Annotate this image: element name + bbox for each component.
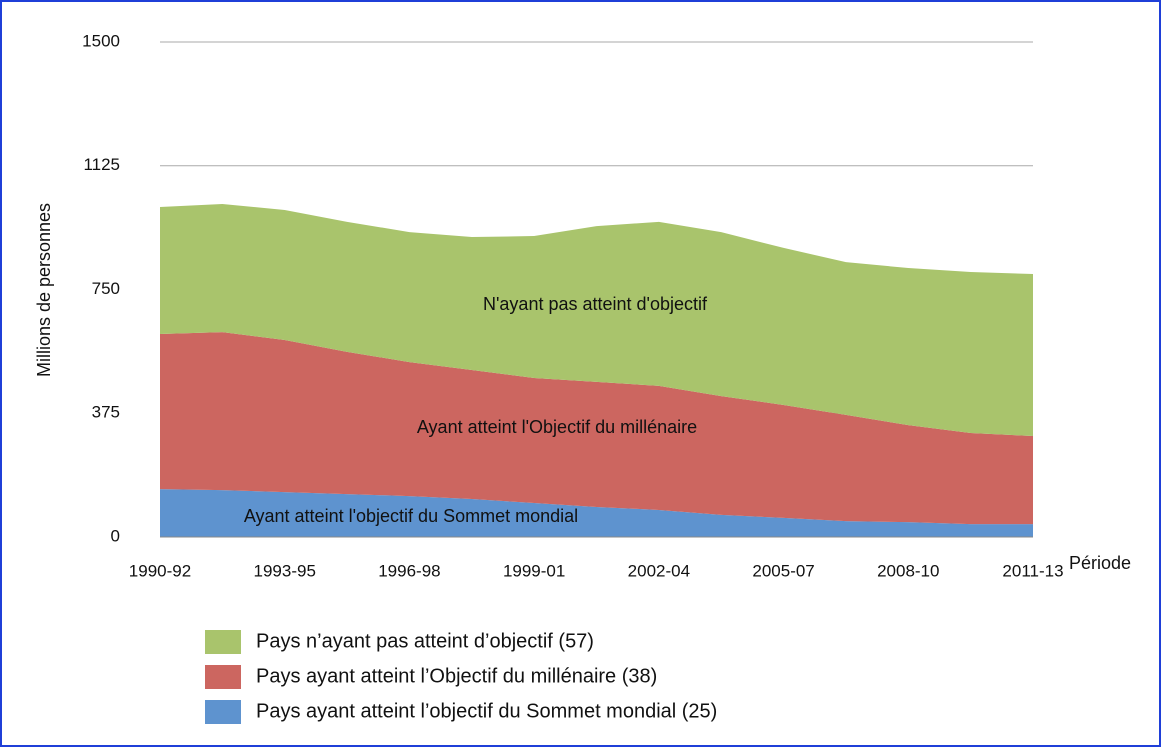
legend-swatch: [205, 665, 241, 689]
y-tick-label: 1500: [82, 31, 120, 50]
legend-swatch: [205, 700, 241, 724]
y-tick-label: 375: [92, 403, 120, 422]
x-tick-label: 2011-13: [1002, 561, 1063, 580]
area: [160, 489, 1033, 537]
annotation: Ayant atteint l'objectif du Sommet mondi…: [244, 506, 578, 526]
x-tick-label: 2005-07: [752, 561, 814, 580]
y-tick-label: 750: [92, 279, 120, 298]
x-tick-label: 1990-92: [129, 561, 191, 580]
y-tick-label: 1125: [83, 155, 120, 174]
y-axis-label: Millions de personnes: [34, 203, 54, 377]
area: [160, 204, 1033, 437]
x-tick-label: 1999-01: [503, 561, 565, 580]
x-tick-label: 2002-04: [628, 561, 690, 580]
annotation: N'ayant pas atteint d'objectif: [483, 294, 708, 314]
y-tick-label: 0: [111, 526, 120, 545]
x-tick-label: 2008-10: [877, 561, 939, 580]
legend-swatch: [205, 630, 241, 654]
area: [160, 332, 1033, 525]
legend-label: Pays ayant atteint l’objectif du Sommet …: [256, 700, 717, 722]
legend-label: Pays ayant atteint l’Objectif du milléna…: [256, 665, 657, 687]
x-tick-label: 1993-95: [254, 561, 316, 580]
legend-label: Pays n’ayant pas atteint d’objectif (57): [256, 630, 594, 652]
x-axis-label: Période: [1069, 553, 1131, 573]
annotation: Ayant atteint l'Objectif du millénaire: [417, 417, 697, 437]
x-tick-label: 1996-98: [378, 561, 440, 580]
